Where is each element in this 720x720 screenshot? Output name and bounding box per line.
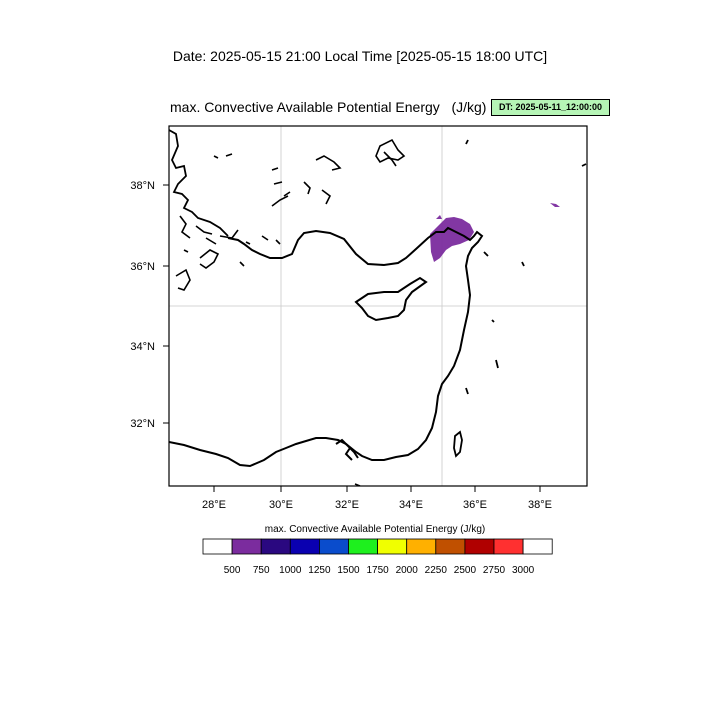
map-layers [169,129,587,486]
coastline [179,215,239,269]
colorbar-label: 3000 [512,565,535,576]
colorbar-title: max. Convective Available Potential Ener… [264,524,486,535]
colorbar-label: 2250 [425,565,448,576]
colorbar-label: 1750 [366,565,389,576]
colorbar-label: 2750 [483,565,506,576]
cape-area [550,203,560,207]
colorbar-swatch [318,538,349,555]
lat-tick-label: 34°N [130,341,155,353]
colorbar-swatch [377,538,408,555]
lat-tick-label: 36°N [130,261,155,273]
lon-tick-label: 36°E [463,499,487,511]
coastline [465,139,587,395]
lat-tick-label: 32°N [130,418,155,430]
coastline [271,155,342,207]
cape-area [436,215,442,219]
colorbar-swatch [435,538,466,555]
dt-badge: DT: 2025-05-11_12:00:00 [491,99,610,116]
colorbar-swatch [289,538,320,555]
lon-tick-label: 34°E [399,499,423,511]
coastline [183,153,251,267]
lon-tick-label: 28°E [202,499,226,511]
map-frame [168,125,588,487]
lon-tick-label: 32°E [335,499,359,511]
coastline [175,268,191,291]
cape-area [430,217,474,262]
colorbar: 500 750 1000 1250 1500 1750 2000 2250 2500 2750 30… [202,538,553,576]
lat-axis: 38°N 36°N 34°N 32°N [130,180,169,430]
colorbar-label: 500 [224,565,241,576]
colorbar-label: 750 [253,565,270,576]
coastline [383,151,397,167]
lon-tick-label: 38°E [528,499,552,511]
colorbar-label: 2000 [396,565,419,576]
coastline [335,438,359,461]
colorbar-swatch [202,538,233,555]
lon-tick-label: 30°E [269,499,293,511]
colorbar-swatch [260,538,291,555]
colorbar-swatch [348,538,379,555]
date-title: Date: 2025-05-15 21:00 Local Time [2025-… [172,48,548,64]
lat-tick-label: 38°N [130,180,155,192]
colorbar-swatch [493,538,524,555]
colorbar-swatch [522,538,553,555]
colorbar-label: 1500 [337,565,360,576]
colorbar-swatch [406,538,437,555]
coastline [453,430,463,458]
cyprus-island [354,276,428,322]
colorbar-label: 2500 [454,565,477,576]
colorbar-swatch [231,538,262,555]
lon-axis: 28°E 30°E 32°E 34°E 36°E 38°E [202,486,552,511]
plot-title: max. Convective Available Potential Ener… [170,99,487,115]
coastline [375,138,406,164]
colorbar-label: 1250 [308,565,331,576]
colorbar-label: 1000 [279,565,302,576]
coastline [261,235,281,245]
coastline [169,226,484,468]
colorbar-swatch [464,538,495,555]
coastline [169,129,229,237]
